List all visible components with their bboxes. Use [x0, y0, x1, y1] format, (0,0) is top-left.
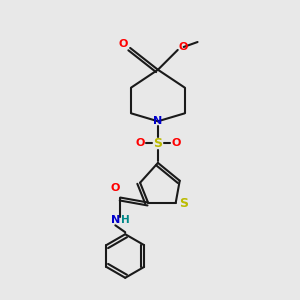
Text: H: H: [121, 215, 130, 225]
Text: N: N: [153, 116, 163, 126]
Text: N: N: [111, 215, 120, 225]
Text: O: O: [118, 39, 128, 49]
Text: S: S: [179, 197, 188, 210]
Text: O: O: [179, 42, 188, 52]
Text: S: S: [153, 136, 162, 150]
Text: O: O: [111, 183, 120, 193]
Text: O: O: [135, 138, 145, 148]
Text: O: O: [171, 138, 180, 148]
